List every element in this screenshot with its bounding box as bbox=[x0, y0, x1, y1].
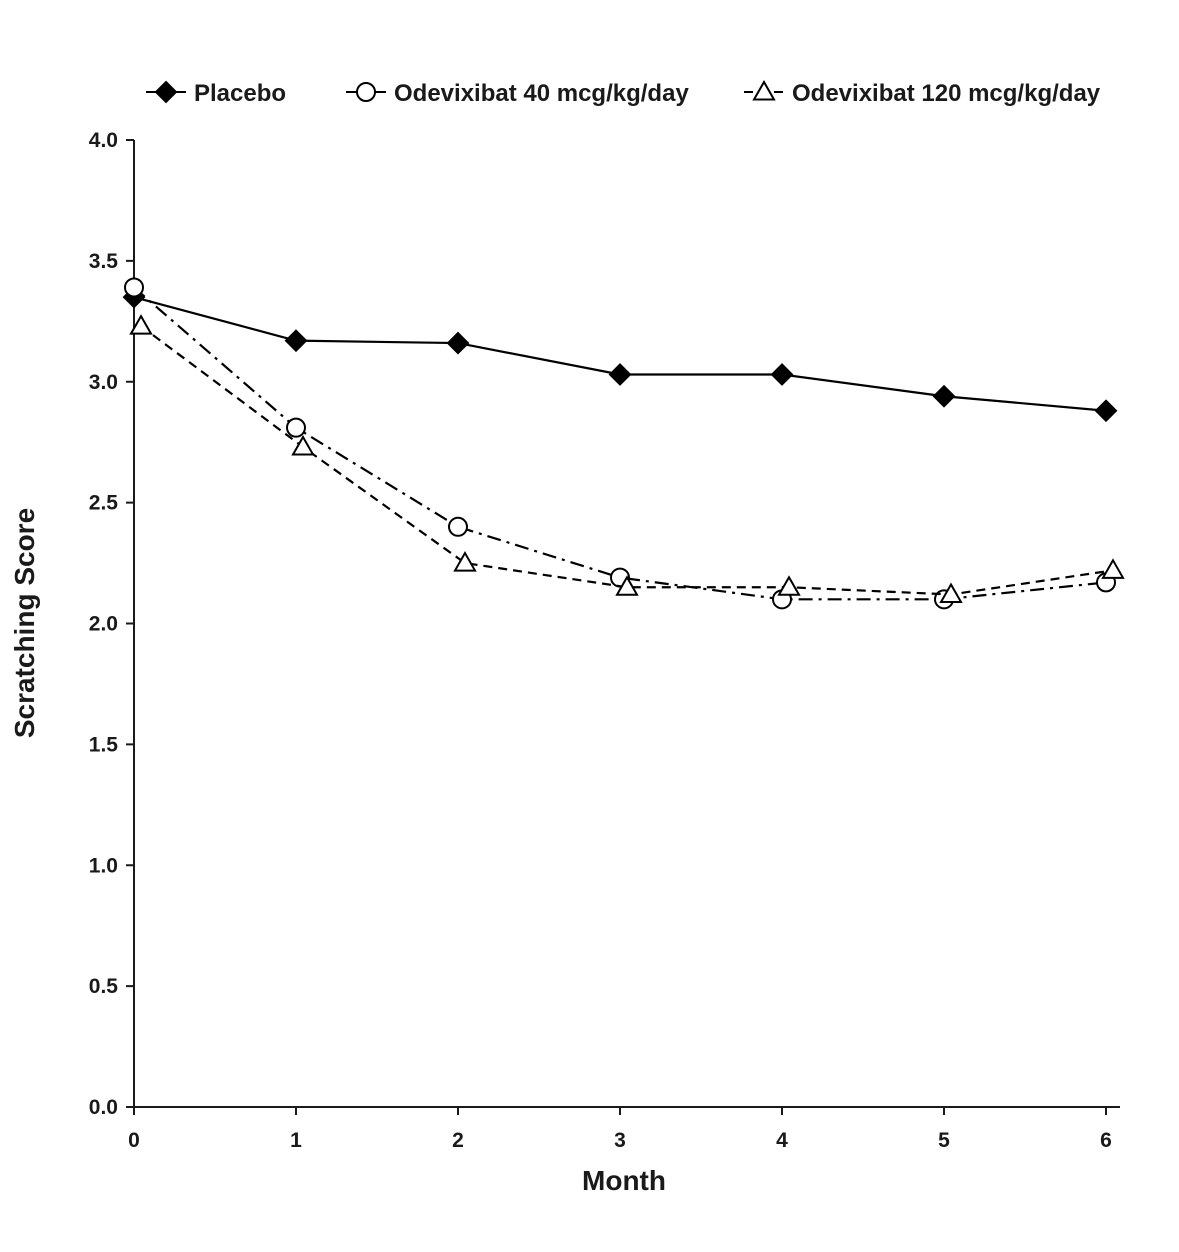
data-point bbox=[777, 575, 801, 596]
data-point bbox=[286, 417, 306, 438]
y-tick-label: 4.0 bbox=[89, 129, 118, 152]
x-tick-label: 3 bbox=[614, 1129, 626, 1152]
data-point bbox=[615, 575, 639, 596]
data-point bbox=[608, 363, 632, 386]
legend: Placebo Odevixibat 40 mcg/kg/day Odevixiba… bbox=[146, 79, 1101, 107]
data-point bbox=[129, 314, 153, 335]
x-tick-label: 1 bbox=[290, 1129, 302, 1152]
legend-label: Odevixibat 40 mcg/kg/day bbox=[394, 80, 689, 107]
data-point bbox=[1101, 558, 1125, 579]
legend-item: Odevixibat 120 mcg/kg/day bbox=[744, 79, 1101, 107]
x-tick-label: 5 bbox=[938, 1129, 950, 1152]
data-point bbox=[453, 551, 477, 572]
series-line bbox=[133, 296, 1107, 412]
series-2 bbox=[129, 314, 1125, 603]
x-axis-title: Month bbox=[582, 1165, 666, 1196]
data-point bbox=[1094, 399, 1118, 423]
data-point bbox=[448, 516, 468, 537]
legend-marker bbox=[356, 82, 376, 102]
x-tick-label: 0 bbox=[128, 1129, 140, 1152]
data-point bbox=[446, 331, 470, 355]
series-1 bbox=[124, 277, 1116, 610]
y-axis-ticks: 0.0 0.5 1.0 1.5 2.0 2.5 3.0 3.5 4.0 bbox=[89, 129, 134, 1119]
x-tick-label: 4 bbox=[776, 1129, 788, 1152]
data-point bbox=[770, 363, 794, 386]
legend-marker bbox=[752, 79, 776, 101]
legend-item: Odevixibat 40 mcg/kg/day bbox=[346, 80, 689, 107]
x-axis-ticks: 0 1 2 3 4 5 6 bbox=[128, 1107, 1112, 1152]
series-0 bbox=[122, 285, 1118, 423]
data-point bbox=[291, 435, 315, 456]
data-point bbox=[284, 329, 308, 353]
legend-marker bbox=[154, 80, 178, 104]
x-tick-label: 6 bbox=[1100, 1129, 1112, 1152]
series-layer bbox=[122, 277, 1125, 610]
legend-label: Placebo bbox=[194, 80, 286, 107]
y-tick-label: 0.5 bbox=[89, 975, 119, 998]
series-line bbox=[133, 286, 1107, 601]
series-line bbox=[140, 325, 1114, 596]
data-point bbox=[932, 384, 956, 408]
axes: 0.0 0.5 1.0 1.5 2.0 2.5 3.0 3.5 4.0 0 1 2 3 4 5 6 bbox=[89, 129, 1120, 1152]
data-point bbox=[939, 582, 963, 603]
y-tick-label: 1.5 bbox=[89, 733, 119, 756]
y-tick-label: 0.0 bbox=[89, 1096, 118, 1119]
y-tick-label: 3.0 bbox=[89, 371, 118, 394]
legend-label: Odevixibat 120 mcg/kg/day bbox=[792, 80, 1101, 107]
y-axis-title: Scratching Score bbox=[9, 508, 40, 738]
y-tick-label: 2.5 bbox=[89, 492, 119, 515]
data-point bbox=[124, 277, 144, 298]
legend-item: Placebo bbox=[146, 80, 286, 107]
y-tick-label: 3.5 bbox=[89, 250, 119, 273]
y-tick-label: 1.0 bbox=[89, 854, 118, 877]
x-tick-label: 2 bbox=[452, 1129, 464, 1152]
y-tick-label: 2.0 bbox=[89, 613, 118, 636]
